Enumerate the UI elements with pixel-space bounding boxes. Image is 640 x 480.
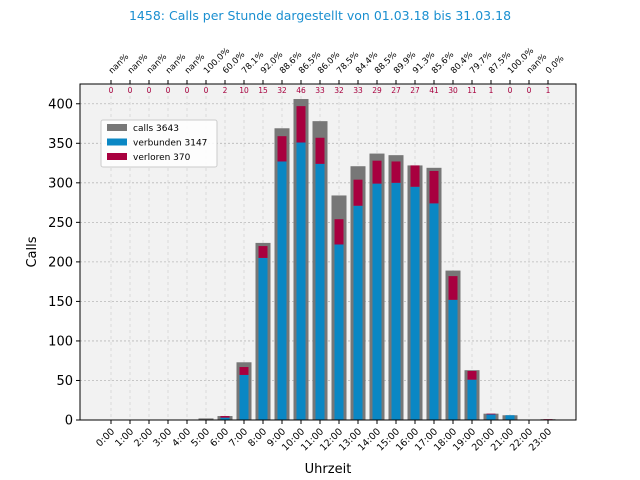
lost-count-label: 33 bbox=[353, 86, 363, 95]
y-tick-label: 350 bbox=[48, 137, 73, 152]
lost-count-label: 30 bbox=[448, 86, 458, 95]
bar-connected bbox=[277, 161, 287, 420]
bar-connected bbox=[410, 186, 420, 420]
bar-connected bbox=[429, 203, 439, 420]
plot-frame bbox=[79, 83, 577, 421]
lost-count-label: 15 bbox=[258, 86, 268, 95]
top-percent-label: nan% bbox=[126, 52, 150, 76]
bar-connected bbox=[505, 415, 515, 420]
y-tick-label: 150 bbox=[48, 295, 73, 310]
chart-title: 1458: Calls per Stunde dargestellt von 0… bbox=[129, 8, 511, 23]
x-tick-label: 7:00 bbox=[227, 426, 250, 449]
lost-count-label: 0 bbox=[204, 86, 209, 95]
x-axis-label: Uhrzeit bbox=[305, 462, 352, 477]
legend-label: calls 3643 bbox=[133, 124, 179, 134]
bar-connected bbox=[315, 163, 325, 420]
legend-swatch bbox=[107, 153, 127, 160]
top-percent-label: nan% bbox=[164, 52, 188, 76]
bar-connected bbox=[220, 417, 230, 420]
bar-connected bbox=[334, 244, 344, 420]
bar-connected bbox=[448, 299, 458, 420]
bar-lost bbox=[467, 370, 477, 380]
lost-count-labels: 0 0 0 0 0 0 2 10 15 32 46 33 32 33 29 27 27 41 30 11 1 0 0 1 bbox=[109, 86, 551, 95]
lost-count-label: 29 bbox=[372, 86, 382, 95]
legend: calls 3643 verbunden 3147 verloren 370 bbox=[100, 119, 218, 168]
lost-count-label: 2 bbox=[223, 86, 228, 95]
lost-count-label: 0 bbox=[185, 86, 190, 95]
lost-count-label: 27 bbox=[410, 86, 420, 95]
lost-count-label: 0 bbox=[166, 86, 171, 95]
lost-count-label: 0 bbox=[508, 86, 513, 95]
bar-lost bbox=[429, 170, 439, 204]
y-tick-label: 400 bbox=[48, 97, 73, 112]
y-tick-label: 50 bbox=[56, 374, 73, 389]
legend-swatch bbox=[107, 138, 127, 146]
top-percent-label: nan% bbox=[183, 52, 207, 76]
lost-count-label: 46 bbox=[296, 86, 306, 95]
bar-connected bbox=[296, 142, 306, 420]
bar-lost bbox=[277, 136, 287, 162]
lost-count-label: 1 bbox=[489, 86, 494, 95]
bar-connected bbox=[467, 379, 477, 420]
bar-connected bbox=[239, 374, 249, 420]
lost-count-label: 0 bbox=[147, 86, 152, 95]
bar-lost bbox=[448, 276, 458, 300]
x-tick-label: 2:00 bbox=[132, 426, 155, 449]
legend-box bbox=[100, 119, 218, 168]
x-tick-label: 5:00 bbox=[189, 426, 212, 449]
lost-count-label: 32 bbox=[277, 86, 287, 95]
x-tick-label: 0:00 bbox=[94, 426, 117, 449]
bar-lost bbox=[353, 179, 363, 206]
bar-lost bbox=[334, 219, 344, 245]
bar-lost bbox=[486, 413, 496, 415]
y-tick-label: 300 bbox=[48, 176, 73, 191]
bar-lost bbox=[372, 160, 382, 184]
bar-lost bbox=[239, 367, 249, 375]
top-percent-label: 0.0% bbox=[544, 54, 566, 76]
bar-lost bbox=[391, 161, 401, 183]
legend-swatch bbox=[107, 124, 127, 131]
bar-calls bbox=[198, 418, 214, 420]
x-tick-label: 6:00 bbox=[208, 426, 231, 449]
legend-label: verbunden 3147 bbox=[133, 139, 207, 149]
lost-count-label: 27 bbox=[391, 86, 401, 95]
lost-count-label: 0 bbox=[109, 86, 114, 95]
bar-lost bbox=[258, 246, 268, 258]
x-tick-label: 1:00 bbox=[113, 426, 136, 449]
bar-lost bbox=[296, 106, 306, 143]
x-axis: 0:001:002:003:004:005:006:007:008:009:00… bbox=[94, 420, 554, 453]
bar-connected bbox=[258, 257, 268, 420]
lost-count-label: 0 bbox=[527, 86, 532, 95]
bar-connected bbox=[486, 414, 496, 420]
lost-count-label: 32 bbox=[334, 86, 344, 95]
lost-count-label: 10 bbox=[239, 86, 249, 95]
x-tick-label: 3:00 bbox=[151, 426, 174, 449]
lost-count-label: 0 bbox=[128, 86, 133, 95]
y-tick-label: 100 bbox=[48, 334, 73, 349]
lost-count-label: 41 bbox=[429, 86, 439, 95]
bar-lost bbox=[410, 165, 420, 187]
bar-lost bbox=[220, 416, 230, 418]
lost-count-label: 11 bbox=[467, 86, 477, 95]
x-tick-label: 4:00 bbox=[170, 426, 193, 449]
y-tick-label: 200 bbox=[48, 255, 73, 270]
bars bbox=[198, 99, 556, 420]
bar-connected bbox=[391, 182, 401, 420]
y-axis: 0 50 100 150 200 250 300 350 400 bbox=[48, 97, 80, 429]
lost-count-label: 1 bbox=[546, 86, 551, 95]
bar-connected bbox=[353, 205, 363, 420]
top-percent-label: nan% bbox=[107, 52, 131, 76]
bar-lost bbox=[315, 137, 325, 164]
legend-label: verloren 370 bbox=[133, 153, 191, 163]
top-percent-axis: nan%nan%nan%nan%nan%100.0%60.0%78.1%92.0… bbox=[107, 46, 566, 84]
x-tick-label: 8:00 bbox=[246, 426, 269, 449]
y-tick-label: 0 bbox=[65, 414, 73, 429]
y-axis-label: Calls bbox=[25, 236, 40, 267]
bar-connected bbox=[372, 183, 382, 420]
y-tick-label: 250 bbox=[48, 216, 73, 231]
top-percent-label: nan% bbox=[145, 52, 169, 76]
lost-count-label: 33 bbox=[315, 86, 325, 95]
